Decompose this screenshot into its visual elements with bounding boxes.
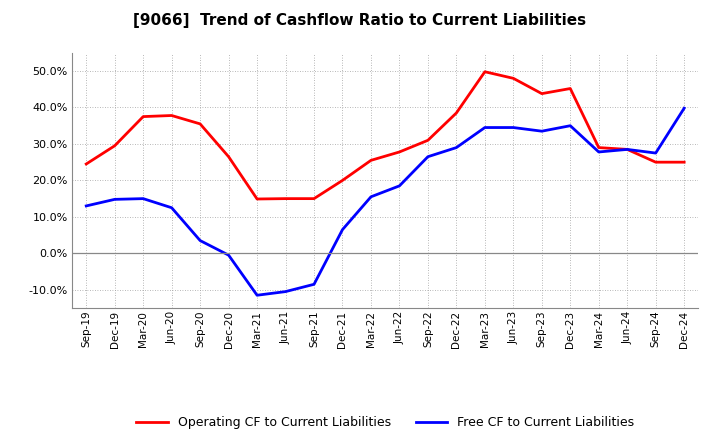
Free CF to Current Liabilities: [537, 128, 546, 134]
Operating CF to Current Liabilities: [82, 161, 91, 167]
Operating CF to Current Liabilities: [452, 110, 461, 116]
Free CF to Current Liabilities: [225, 253, 233, 258]
Free CF to Current Liabilities: [452, 145, 461, 150]
Free CF to Current Liabilities: [652, 150, 660, 156]
Operating CF to Current Liabilities: [509, 76, 518, 81]
Operating CF to Current Liabilities: [282, 196, 290, 201]
Operating CF to Current Liabilities: [566, 86, 575, 91]
Free CF to Current Liabilities: [480, 125, 489, 130]
Free CF to Current Liabilities: [167, 205, 176, 210]
Free CF to Current Liabilities: [623, 147, 631, 152]
Free CF to Current Liabilities: [595, 149, 603, 154]
Free CF to Current Liabilities: [338, 227, 347, 232]
Free CF to Current Liabilities: [566, 123, 575, 128]
Free CF to Current Liabilities: [310, 282, 318, 287]
Operating CF to Current Liabilities: [623, 147, 631, 152]
Operating CF to Current Liabilities: [480, 69, 489, 74]
Operating CF to Current Liabilities: [253, 196, 261, 202]
Operating CF to Current Liabilities: [139, 114, 148, 119]
Free CF to Current Liabilities: [139, 196, 148, 201]
Operating CF to Current Liabilities: [110, 143, 119, 148]
Line: Free CF to Current Liabilities: Free CF to Current Liabilities: [86, 108, 684, 295]
Operating CF to Current Liabilities: [537, 91, 546, 96]
Operating CF to Current Liabilities: [423, 138, 432, 143]
Line: Operating CF to Current Liabilities: Operating CF to Current Liabilities: [86, 72, 684, 199]
Free CF to Current Liabilities: [680, 106, 688, 111]
Free CF to Current Liabilities: [196, 238, 204, 243]
Operating CF to Current Liabilities: [338, 178, 347, 183]
Legend: Operating CF to Current Liabilities, Free CF to Current Liabilities: Operating CF to Current Liabilities, Fre…: [131, 411, 639, 434]
Operating CF to Current Liabilities: [680, 160, 688, 165]
Free CF to Current Liabilities: [110, 197, 119, 202]
Operating CF to Current Liabilities: [196, 121, 204, 127]
Operating CF to Current Liabilities: [225, 154, 233, 159]
Operating CF to Current Liabilities: [366, 158, 375, 163]
Text: [9066]  Trend of Cashflow Ratio to Current Liabilities: [9066] Trend of Cashflow Ratio to Curren…: [133, 13, 587, 28]
Operating CF to Current Liabilities: [595, 145, 603, 150]
Free CF to Current Liabilities: [366, 194, 375, 199]
Free CF to Current Liabilities: [423, 154, 432, 159]
Operating CF to Current Liabilities: [310, 196, 318, 201]
Operating CF to Current Liabilities: [652, 160, 660, 165]
Free CF to Current Liabilities: [509, 125, 518, 130]
Operating CF to Current Liabilities: [167, 113, 176, 118]
Free CF to Current Liabilities: [395, 183, 404, 188]
Free CF to Current Liabilities: [282, 289, 290, 294]
Operating CF to Current Liabilities: [395, 149, 404, 154]
Free CF to Current Liabilities: [82, 203, 91, 209]
Free CF to Current Liabilities: [253, 293, 261, 298]
